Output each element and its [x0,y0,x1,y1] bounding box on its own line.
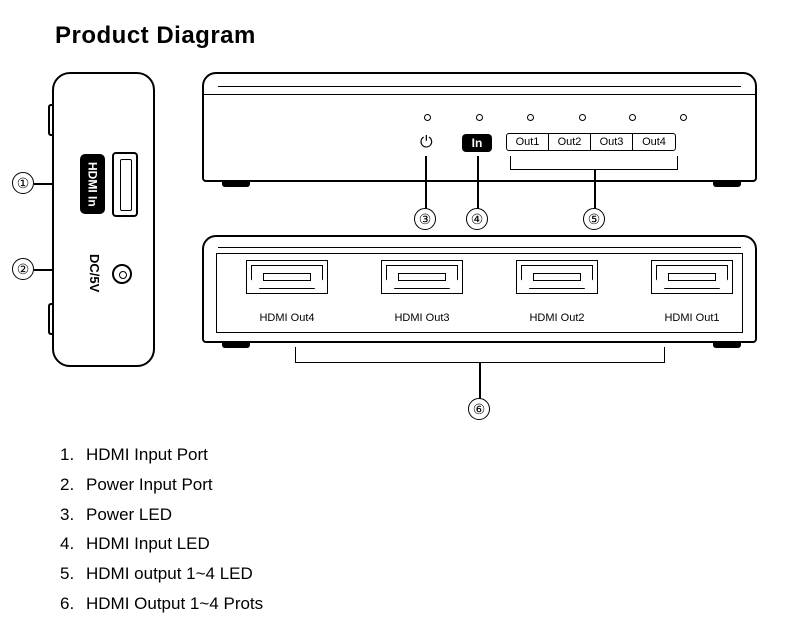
legend-text: HDMI Input LED [86,529,210,559]
led-power [424,114,431,121]
hdmi-out1-label: HDMI Out1 [637,312,747,324]
callout-6: ⑥ [468,398,490,420]
hdmi-out3-col: HDMI Out3 [367,254,477,332]
dc-jack [112,264,132,284]
legend-text: HDMI Output 1~4 Prots [86,589,263,619]
legend-text: Power Input Port [86,470,213,500]
callout-5: ⑤ [583,208,605,230]
led-out1 [527,114,534,121]
out2-label: Out2 [549,134,591,150]
callout-5-line [594,170,596,210]
hdmi-port [651,260,733,294]
hdmi-port [381,260,463,294]
rear-view: HDMI Out4 HDMI Out3 HDMI Out2 HDMI Out1 [202,235,757,343]
hdmi-out1-col: HDMI Out1 [637,254,747,332]
hdmi-out4-col: HDMI Out4 [232,254,342,332]
hdmi-in-port [112,152,138,217]
legend-text: Power LED [86,500,172,530]
legend-num: 4. [60,529,86,559]
hdmi-port [246,260,328,294]
callout-2: ② [12,258,34,280]
hdmi-in-port-inner [120,159,132,211]
hdmi-out4-label: HDMI Out4 [232,312,342,324]
front-foot-right [713,180,741,187]
hdmi-slot [398,273,446,281]
page-title: Product Diagram [55,22,256,50]
rear-top-edge [218,247,741,248]
side-edge [48,303,54,335]
callout-4-line [477,156,479,210]
legend-num: 2. [60,470,86,500]
legend-num: 3. [60,500,86,530]
led-out3 [629,114,636,121]
out3-label: Out3 [591,134,633,150]
callout-6-line [479,363,481,399]
led-out4 [680,114,687,121]
legend-item: 4.HDMI Input LED [60,529,263,559]
in-badge: In [462,134,492,152]
legend-item: 2.Power Input Port [60,470,263,500]
legend-item: 6.HDMI Output 1~4 Prots [60,589,263,619]
legend-num: 6. [60,589,86,619]
front-top-edge [218,86,741,87]
rear-panel: HDMI Out4 HDMI Out3 HDMI Out2 HDMI Out1 [216,253,743,333]
legend-num: 1. [60,440,86,470]
hdmi-in-label: HDMI In [80,154,105,214]
callout-4: ④ [466,208,488,230]
out-labels-box: Out1 Out2 Out3 Out4 [506,133,676,151]
legend-item: 1.HDMI Input Port [60,440,263,470]
hdmi-out2-label: HDMI Out2 [502,312,612,324]
callout-1: ① [12,172,34,194]
legend-num: 5. [60,559,86,589]
callout-6-bracket [295,347,665,363]
legend-list: 1.HDMI Input Port 2.Power Input Port 3.P… [60,440,263,619]
hdmi-out3-label: HDMI Out3 [367,312,477,324]
callout-3: ③ [414,208,436,230]
rear-foot-left [222,341,250,348]
side-edge [48,104,54,136]
hdmi-port [516,260,598,294]
out1-label: Out1 [507,134,549,150]
hdmi-slot [533,273,581,281]
legend-item: 5.HDMI output 1~4 LED [60,559,263,589]
front-foot-left [222,180,250,187]
front-body-edge [204,94,755,95]
rear-foot-right [713,341,741,348]
callout-5-bracket [510,156,678,170]
dc5v-label: DC/5V [87,254,102,292]
callout-1-line [34,183,52,185]
power-icon: ⏻ [420,134,433,152]
callout-3-line [425,156,427,210]
led-out2 [579,114,586,121]
legend-item: 3.Power LED [60,500,263,530]
out4-label: Out4 [633,134,675,150]
hdmi-slot [668,273,716,281]
side-view: HDMI In DC/5V [52,72,155,367]
hdmi-slot [263,273,311,281]
legend-text: HDMI Input Port [86,440,208,470]
legend-text: HDMI output 1~4 LED [86,559,253,589]
led-in [476,114,483,121]
callout-2-line [34,269,52,271]
hdmi-out2-col: HDMI Out2 [502,254,612,332]
